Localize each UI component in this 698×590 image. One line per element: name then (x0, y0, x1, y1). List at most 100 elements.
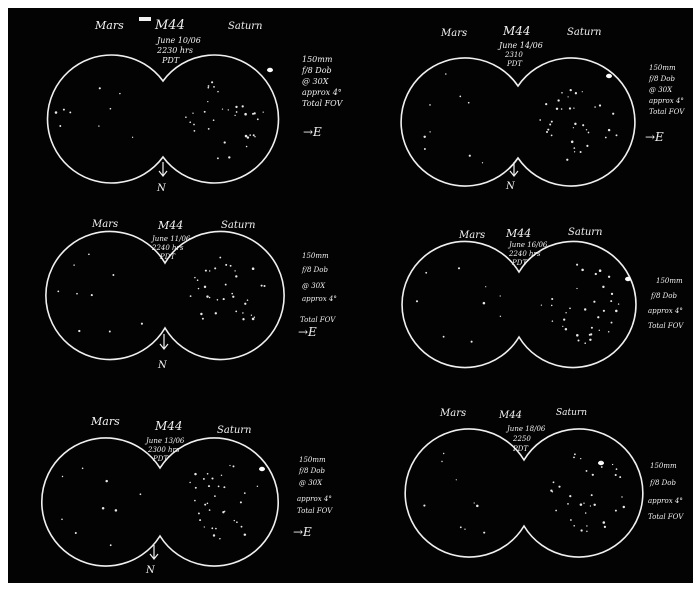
star-icon (236, 521, 238, 524)
star-icon (233, 519, 235, 522)
star-icon (213, 86, 215, 88)
star-icon (443, 452, 445, 455)
star-icon (602, 309, 605, 312)
field-of-view-outline (404, 428, 644, 558)
star-icon (614, 473, 617, 477)
field-of-view-outline (45, 230, 285, 361)
star-icon (586, 525, 588, 527)
star-icon (589, 505, 592, 507)
star-icon (598, 104, 602, 107)
star-icon (250, 314, 253, 316)
star-icon (442, 335, 445, 338)
star-icon (564, 327, 568, 331)
saturn-icon (606, 73, 612, 79)
star-icon (192, 112, 194, 114)
star-icon (243, 533, 247, 536)
saturn-label: Saturn (228, 21, 263, 32)
field-of-view-outline (40, 437, 280, 567)
star-icon (59, 125, 62, 127)
star-icon (551, 320, 554, 322)
star-icon (589, 338, 592, 342)
north-label: N (505, 181, 516, 192)
star-icon (607, 128, 611, 132)
star-icon (219, 256, 222, 259)
star-icon (189, 121, 192, 124)
time-line: 2300 hrs (147, 446, 180, 454)
star-icon (119, 92, 121, 95)
sketch-sheet (8, 8, 693, 583)
star-icon (235, 310, 238, 313)
star-icon (580, 529, 583, 532)
star-icon (555, 509, 557, 512)
star-icon (139, 493, 142, 496)
date-line: June 18/06 (505, 425, 546, 433)
star-icon (105, 479, 108, 483)
pen-mark (139, 17, 151, 21)
star-icon (202, 477, 205, 480)
star-icon (581, 268, 584, 272)
star-icon (585, 129, 588, 131)
star-icon (61, 518, 63, 521)
star-icon (101, 506, 105, 510)
star-icon (228, 156, 231, 159)
zone-line: PDT (159, 253, 176, 261)
star-icon (567, 96, 569, 98)
star-icon (207, 100, 209, 103)
star-icon (231, 292, 233, 295)
star-icon (597, 316, 600, 319)
star-icon (206, 295, 209, 298)
star-icon (423, 504, 426, 507)
star-icon (549, 123, 552, 126)
star-icon (263, 284, 266, 288)
star-icon (576, 287, 578, 290)
time-line: 2250 (512, 435, 531, 443)
star-icon (591, 473, 594, 476)
star-icon (558, 485, 561, 488)
star-icon (615, 468, 618, 470)
star-icon (214, 267, 217, 270)
star-icon (569, 495, 572, 498)
star-icon (612, 112, 615, 115)
star-icon (253, 112, 256, 115)
mars-label: Mars (440, 28, 467, 39)
star-icon (547, 128, 550, 131)
star-icon (251, 267, 255, 270)
star-icon (468, 154, 471, 157)
star-icon (131, 136, 134, 138)
star-icon (619, 476, 622, 479)
star-icon (607, 275, 611, 278)
cluster-label: M44 (505, 227, 531, 240)
star-icon (583, 308, 587, 311)
star-icon (239, 501, 242, 504)
star-icon (622, 505, 626, 509)
note-aperture: 150mm (299, 456, 326, 464)
star-icon (562, 325, 564, 328)
star-icon (576, 263, 579, 266)
star-icon (574, 453, 576, 456)
mars-label: Mars (94, 19, 124, 32)
star-icon (610, 292, 614, 296)
star-icon (584, 342, 586, 344)
note-scope: f/8 Dob (301, 266, 328, 274)
star-icon (610, 300, 613, 303)
zone-line: PDT (152, 455, 169, 463)
star-icon (252, 112, 254, 115)
note-field: approx 4° (297, 495, 332, 503)
star-icon (196, 279, 199, 281)
star-icon (211, 81, 214, 84)
star-icon (214, 495, 216, 497)
star-icon (429, 104, 431, 106)
star-icon (235, 111, 238, 113)
star-icon (208, 509, 211, 511)
note-scope: f/8 Dob (650, 292, 677, 300)
star-icon (590, 326, 593, 329)
star-icon (565, 312, 567, 314)
north-label: N (156, 183, 167, 194)
star-icon (88, 253, 90, 256)
star-icon (572, 127, 575, 129)
star-icon (587, 131, 590, 134)
star-icon (109, 544, 112, 547)
star-icon (223, 141, 226, 144)
time-line: 2310 (504, 51, 523, 59)
star-icon (555, 107, 559, 111)
